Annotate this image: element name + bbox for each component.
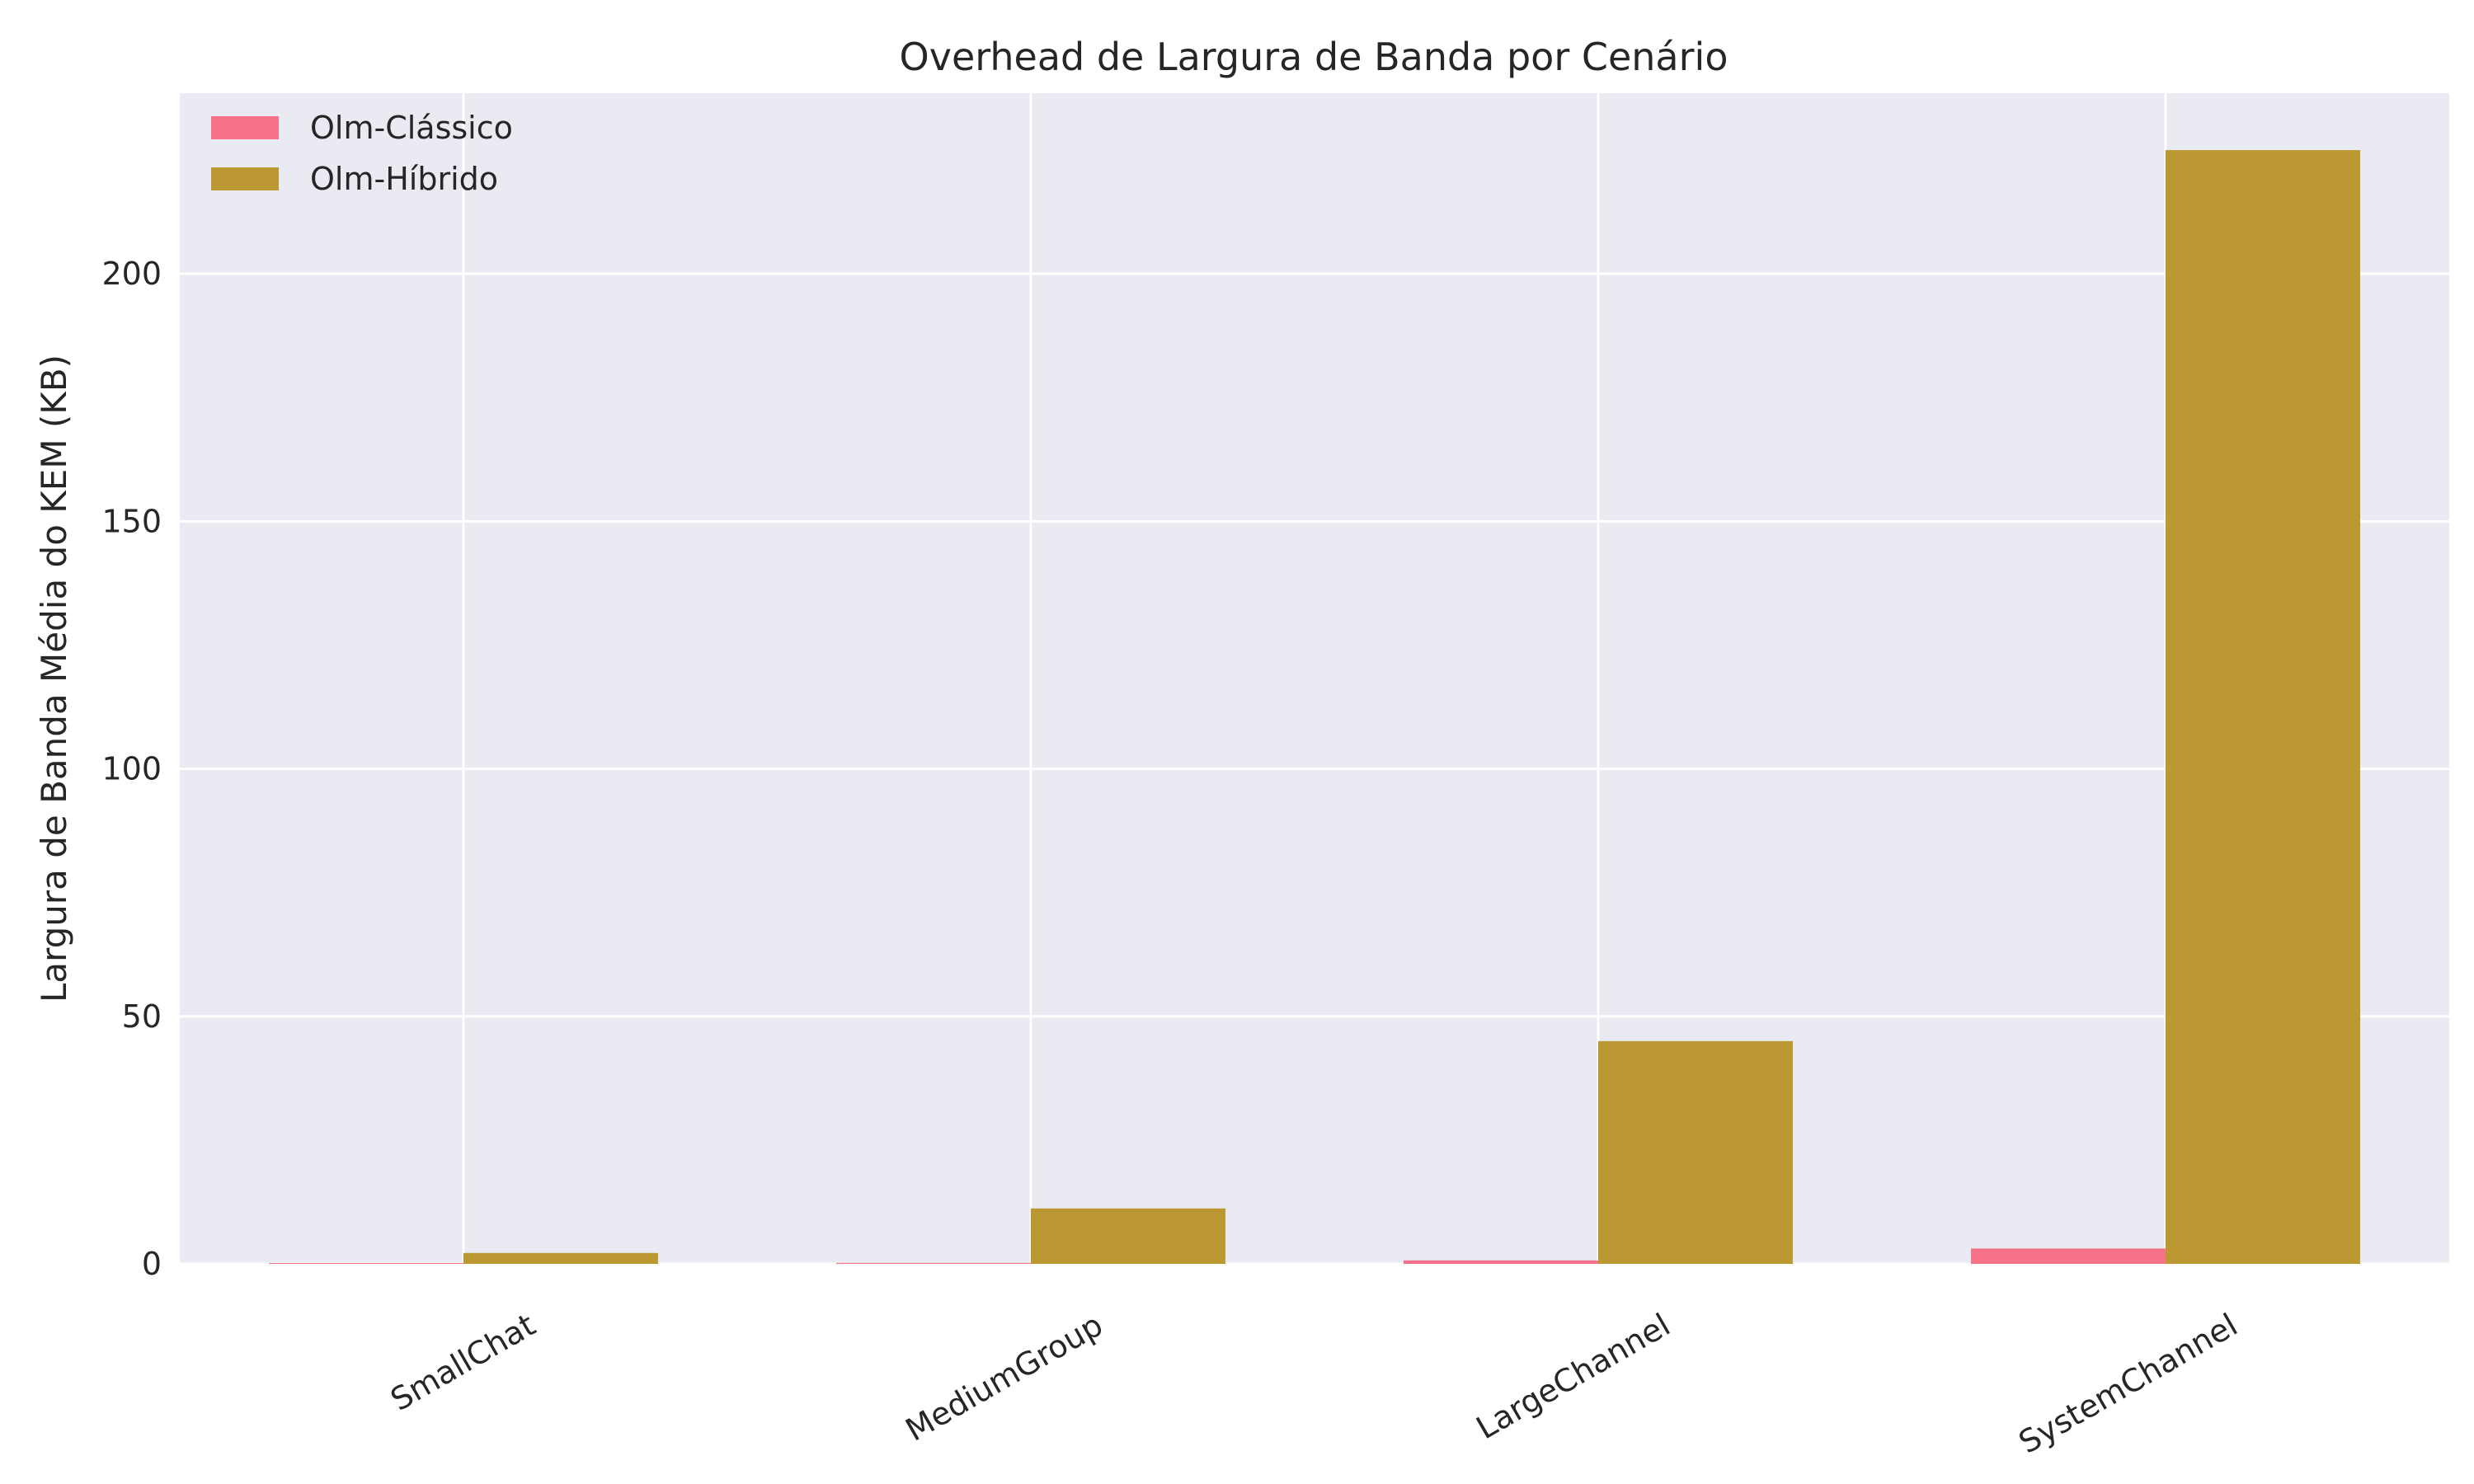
bar-Olm-Híbrido-MediumGroup: [1031, 1208, 1225, 1264]
y-tick-label: 0: [142, 1246, 162, 1282]
bars: [269, 150, 2360, 1265]
y-tick-label: 150: [101, 503, 162, 539]
bar-Olm-Clássico-SmallChat: [269, 1263, 463, 1264]
legend-swatch: [211, 116, 279, 139]
bar-Olm-Híbrido-LargeChannel: [1598, 1040, 1793, 1264]
x-tick-label: MediumGroup: [900, 1307, 1109, 1449]
bar-Olm-Clássico-SystemChannel: [1971, 1248, 2166, 1264]
x-tick-label: LargeChannel: [1470, 1307, 1677, 1447]
y-tick-label: 50: [122, 998, 162, 1035]
legend-swatch: [211, 167, 279, 190]
plot-area: [180, 93, 2449, 1264]
legend-label: Olm-Clássico: [310, 110, 513, 146]
chart-title: Overhead de Largura de Banda por Cenário: [900, 35, 1729, 79]
bar-Olm-Clássico-MediumGroup: [836, 1262, 1031, 1264]
legend-label: Olm-Híbrido: [310, 161, 498, 197]
x-tick-label: SmallChat: [384, 1307, 541, 1418]
bar-Olm-Clássico-LargeChannel: [1404, 1260, 1598, 1264]
y-axis-label: Largura de Banda Média do KEM (KB): [34, 355, 74, 1003]
bar-Olm-Híbrido-SmallChat: [463, 1252, 658, 1264]
bar-Olm-Híbrido-SystemChannel: [2166, 150, 2360, 1265]
y-tick-label: 100: [101, 751, 162, 787]
x-tick-label: SystemChannel: [2013, 1307, 2244, 1461]
legend: Olm-Clássico Olm-Híbrido: [211, 110, 513, 197]
y-tick-label: 200: [101, 256, 162, 292]
